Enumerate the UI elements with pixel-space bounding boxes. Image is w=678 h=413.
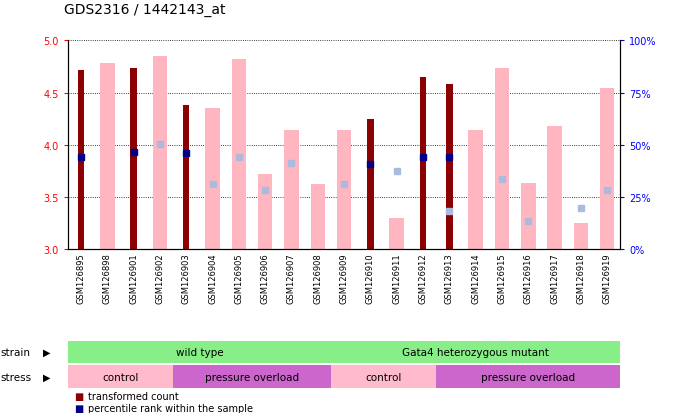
Bar bbox=[205, 109, 220, 250]
Bar bbox=[547, 127, 562, 250]
Text: control: control bbox=[365, 372, 402, 382]
Bar bbox=[78, 71, 84, 250]
Bar bbox=[468, 131, 483, 250]
Text: pressure overload: pressure overload bbox=[481, 372, 576, 382]
Bar bbox=[436, 366, 620, 388]
Text: strain: strain bbox=[1, 347, 31, 357]
Bar bbox=[68, 366, 173, 388]
Bar bbox=[183, 106, 189, 250]
Bar bbox=[389, 218, 404, 250]
Text: GDS2316 / 1442143_at: GDS2316 / 1442143_at bbox=[64, 2, 226, 17]
Bar bbox=[258, 175, 273, 250]
Bar bbox=[521, 183, 536, 250]
Text: ▶: ▶ bbox=[43, 372, 50, 382]
Bar bbox=[68, 341, 331, 363]
Text: ▶: ▶ bbox=[43, 347, 50, 357]
Text: ■: ■ bbox=[75, 392, 84, 401]
Bar bbox=[367, 119, 374, 250]
Bar bbox=[232, 60, 246, 250]
Bar bbox=[337, 131, 351, 250]
Bar bbox=[331, 341, 620, 363]
Bar bbox=[331, 366, 436, 388]
Text: pressure overload: pressure overload bbox=[205, 372, 299, 382]
Bar bbox=[495, 69, 509, 250]
Bar bbox=[153, 57, 167, 250]
Bar bbox=[284, 131, 299, 250]
Bar bbox=[173, 366, 331, 388]
Text: ■: ■ bbox=[75, 403, 84, 413]
Bar bbox=[574, 224, 588, 250]
Bar bbox=[100, 64, 115, 250]
Bar bbox=[600, 89, 614, 250]
Bar bbox=[130, 69, 137, 250]
Text: Gata4 heterozygous mutant: Gata4 heterozygous mutant bbox=[402, 347, 549, 357]
Text: transformed count: transformed count bbox=[88, 392, 179, 401]
Bar bbox=[446, 85, 453, 250]
Text: wild type: wild type bbox=[176, 347, 223, 357]
Bar bbox=[311, 184, 325, 250]
Bar bbox=[420, 78, 426, 250]
Text: stress: stress bbox=[1, 372, 32, 382]
Text: percentile rank within the sample: percentile rank within the sample bbox=[88, 403, 253, 413]
Text: control: control bbox=[102, 372, 138, 382]
